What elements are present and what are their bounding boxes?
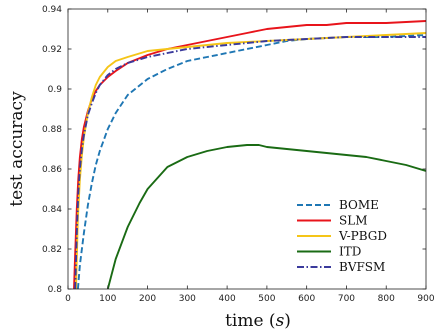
- y-tick-label: 0.8: [48, 285, 63, 295]
- y-tick-label: 0.9: [48, 85, 63, 95]
- plot-area: [73, 20, 426, 289]
- y-tick-label: 0.88: [42, 125, 62, 135]
- legend-label: ITD: [339, 245, 361, 259]
- x-tick-label: 600: [298, 294, 315, 304]
- legend-label: SLM: [339, 214, 367, 228]
- x-tick-label: 800: [378, 294, 395, 304]
- legend-label: BVFSM: [339, 260, 385, 274]
- x-axis: 0 100 200 300 400 500 600 700 800 900: [65, 9, 434, 304]
- plot-frame: [67, 8, 427, 290]
- x-tick-label: 400: [219, 294, 236, 304]
- x-axis-label: time (s): [225, 311, 291, 331]
- y-axis: 0.8 0.82 0.84 0.86 0.88 0.9 0.92 0.94: [42, 5, 426, 295]
- x-tick-label: 700: [338, 294, 355, 304]
- y-axis-label: test accuracy: [7, 91, 27, 207]
- y-tick-label: 0.84: [42, 205, 62, 215]
- x-tick-label: 100: [99, 294, 116, 304]
- x-tick-label: 200: [139, 294, 156, 304]
- y-tick-label: 0.94: [42, 5, 62, 15]
- series-line-itd: [106, 144, 426, 289]
- x-tick-label: 500: [258, 294, 275, 304]
- x-tick-label: 900: [417, 294, 434, 304]
- y-tick-label: 0.92: [42, 45, 62, 55]
- x-tick-label: 0: [65, 294, 71, 304]
- legend-label: BOME: [339, 198, 379, 212]
- legend-label: V-PBGD: [338, 229, 387, 243]
- y-tick-label: 0.82: [42, 245, 62, 255]
- y-tick-label: 0.86: [42, 165, 62, 175]
- x-tick-label: 300: [179, 294, 196, 304]
